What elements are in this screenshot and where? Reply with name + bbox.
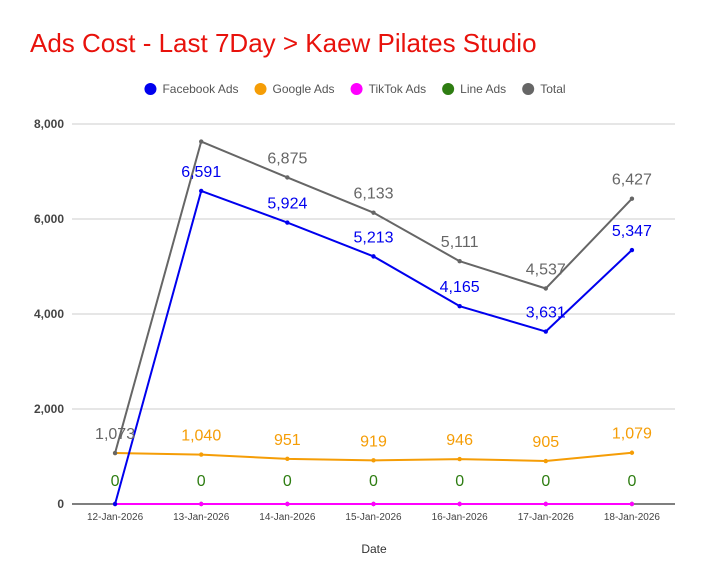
y-tick-label: 6,000 (34, 212, 64, 226)
x-tick-label: 12-Jan-2026 (87, 512, 144, 523)
data-label: 946 (446, 432, 473, 449)
legend-swatch (350, 83, 363, 95)
data-labels: 6,591 5,924 5,213 4,165 3,631 5,347 1,040 951 91… (95, 150, 652, 490)
data-point (629, 196, 635, 201)
legend-label: Line Ads (460, 82, 506, 96)
data-label: 0 (627, 473, 636, 490)
data-point (457, 303, 462, 309)
legend-label: Total (540, 82, 565, 96)
x-axis-ticks: 12-Jan-2026 13-Jan-2026 14-Jan-2026 15-Jan-… (87, 512, 660, 523)
data-label: 0 (541, 473, 550, 490)
legend-swatch (522, 83, 535, 95)
data-point (112, 501, 118, 507)
x-axis-label: Date (361, 542, 387, 556)
data-point (199, 139, 204, 144)
data-label: 0 (197, 473, 206, 490)
legend-swatch (254, 83, 267, 95)
data-label: 5,111 (441, 234, 479, 251)
data-point (199, 452, 204, 457)
x-tick-label: 13-Jan-2026 (173, 512, 230, 523)
data-point (371, 458, 376, 463)
data-label: 5,924 (267, 196, 307, 213)
series-lines (112, 139, 635, 507)
data-label: 919 (360, 433, 387, 450)
data-label: 0 (455, 473, 464, 490)
data-point (285, 175, 290, 180)
data-label: 1,073 (95, 426, 135, 443)
data-label: 5,213 (353, 229, 393, 246)
data-label: 4,165 (440, 279, 480, 296)
data-point (543, 329, 548, 334)
data-label: 0 (283, 473, 292, 490)
data-label: 6,133 (353, 186, 393, 203)
data-point (285, 501, 290, 507)
data-point (199, 188, 204, 194)
chart-title: Ads Cost - Last 7Day > Kaew Pilates Stud… (30, 28, 537, 58)
data-label: 3,631 (526, 305, 566, 322)
data-label: 951 (274, 432, 301, 449)
data-label: 1,079 (612, 426, 652, 443)
y-tick-label: 4,000 (34, 307, 64, 321)
data-label: 5,347 (612, 223, 652, 240)
data-point (457, 259, 462, 264)
data-point (285, 220, 290, 225)
data-point (457, 456, 462, 462)
data-point (457, 501, 462, 507)
y-tick-label: 0 (57, 497, 64, 511)
legend-item[interactable]: Total (522, 82, 566, 96)
data-label: 4,537 (526, 261, 566, 278)
y-tick-label: 2,000 (34, 402, 64, 416)
data-label: 6,875 (267, 150, 307, 167)
data-point (629, 501, 635, 507)
x-tick-label: 18-Jan-2026 (604, 512, 661, 523)
legend: Facebook Ads Google Ads TikTok Ads Line Ads… (144, 82, 566, 96)
x-tick-label: 15-Jan-2026 (345, 512, 402, 523)
data-point (285, 456, 290, 462)
data-point (543, 501, 548, 507)
legend-item[interactable]: Facebook Ads (144, 82, 239, 96)
legend-label: TikTok Ads (369, 82, 427, 96)
data-point (371, 501, 376, 507)
data-point (199, 501, 204, 507)
data-label: 905 (532, 434, 559, 451)
legend-item[interactable]: Line Ads (442, 82, 506, 96)
y-tick-label: 8,000 (34, 117, 64, 131)
data-point (371, 254, 376, 259)
y-axis-ticks: 0 2,000 4,000 6,000 8,000 (34, 117, 64, 511)
x-tick-label: 17-Jan-2026 (518, 512, 575, 523)
data-label: 6,591 (181, 164, 221, 181)
legend-swatch (144, 83, 157, 95)
data-point (543, 286, 548, 291)
legend-label: Facebook Ads (162, 82, 238, 96)
data-label: 0 (369, 473, 378, 490)
data-point (371, 210, 376, 215)
data-point (112, 450, 118, 456)
data-point (543, 458, 548, 464)
x-tick-label: 16-Jan-2026 (432, 512, 489, 523)
data-label: 1,040 (181, 428, 221, 445)
legend-label: Google Ads (273, 82, 335, 96)
legend-swatch (442, 83, 455, 95)
data-label: 6,427 (612, 172, 652, 189)
data-point (629, 247, 635, 253)
x-tick-label: 14-Jan-2026 (259, 512, 316, 523)
legend-item[interactable]: TikTok Ads (350, 82, 427, 96)
legend-item[interactable]: Google Ads (254, 82, 335, 96)
data-point (629, 450, 635, 455)
data-label: 0 (111, 473, 120, 490)
